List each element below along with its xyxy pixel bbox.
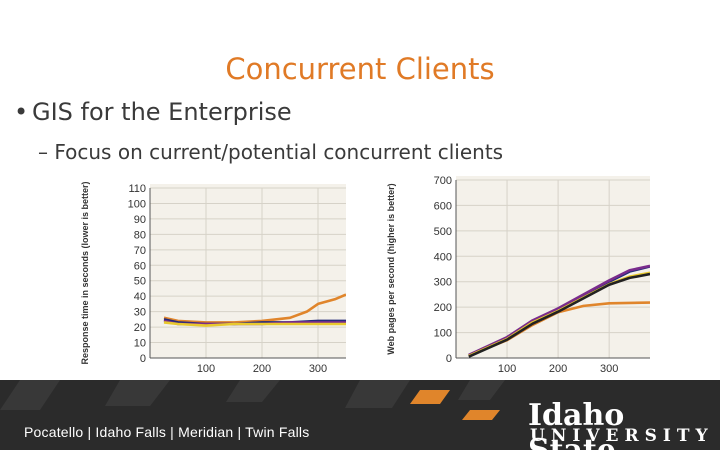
response-time-y-tick-label: 30 [134, 307, 146, 319]
response-time-y-tick-label: 90 [134, 214, 146, 226]
response-time-x-tick-label: 300 [309, 363, 327, 375]
response-time-y-tick-label: 20 [134, 322, 146, 334]
response-time-chart: 11010090807060504030201001002003004Respo… [78, 174, 346, 380]
footer-stripes-decoration [0, 380, 505, 420]
response-time-y-tick-label: 50 [134, 276, 146, 288]
web-pages-y-axis-label: Web pages per second (higher is better) [386, 183, 396, 354]
web-pages-y-tick-label: 200 [434, 302, 452, 314]
web-pages-y-tick-label: 0 [446, 353, 452, 365]
web-pages-x-tick-label: 300 [600, 363, 618, 375]
response-time-y-tick-label: 0 [140, 353, 146, 365]
web-pages-y-tick-label: 300 [434, 277, 452, 289]
response-time-series-line-4 [163, 321, 346, 327]
web-pages-series-line-3 [468, 264, 650, 357]
sub-bullet-item: – Focus on current/potential concurrent … [38, 140, 503, 164]
footer-bar: Pocatello | Idaho Falls | Meridian | Twi… [0, 380, 720, 450]
bullet-text: GIS for the Enterprise [32, 98, 292, 126]
response-time-y-axis-label: Response time in seconds (lower is bette… [80, 181, 90, 364]
response-time-y-tick-label: 80 [134, 229, 146, 241]
bullet-item: • GIS for the Enterprise [14, 98, 292, 126]
footer-cities: Pocatello | Idaho Falls | Meridian | Twi… [24, 424, 310, 440]
response-time-x-tick-label: 100 [197, 363, 215, 375]
response-time-y-tick-label: 60 [134, 260, 146, 272]
university-logo-name: Idaho State [528, 398, 625, 450]
slide-title: Concurrent Clients [225, 52, 495, 86]
response-time-chart-svg: 11010090807060504030201001002003004Respo… [80, 181, 346, 375]
web-pages-y-tick-label: 500 [434, 226, 452, 238]
university-logo-sub: UNIVERSITY [530, 426, 714, 446]
web-pages-y-tick-label: 100 [434, 328, 452, 340]
sub-bullet-dash: – [38, 140, 48, 164]
response-time-plot-area [150, 184, 346, 358]
sub-bullet-text: Focus on current/potential concurrent cl… [54, 140, 504, 164]
web-pages-y-tick-label: 700 [434, 175, 452, 187]
web-pages-plot-area [456, 176, 650, 358]
response-time-y-tick-label: 110 [128, 183, 146, 195]
web-pages-series-line-5 [468, 272, 650, 358]
web-pages-y-tick-label: 400 [434, 251, 452, 263]
bullet-dot-icon: • [14, 98, 29, 126]
response-time-y-tick-label: 10 [134, 338, 146, 350]
web-pages-x-tick-label: 200 [549, 363, 567, 375]
web-pages-chart: 700 600 500 400 300 200 100 0 100 200 300 Web pages… [384, 174, 650, 380]
web-pages-chart-svg: 700 600 500 400 300 200 100 0 100 200 300 Web pages… [386, 175, 650, 375]
web-pages-y-tick-label: 600 [434, 200, 452, 212]
response-time-y-tick-label: 40 [134, 291, 146, 303]
response-time-x-tick-label: 200 [253, 363, 271, 375]
response-time-series-line-1 [163, 293, 346, 324]
response-time-y-tick-label: 70 [134, 245, 146, 257]
response-time-y-tick-label: 100 [128, 198, 146, 210]
web-pages-x-tick-label: 100 [498, 363, 516, 375]
